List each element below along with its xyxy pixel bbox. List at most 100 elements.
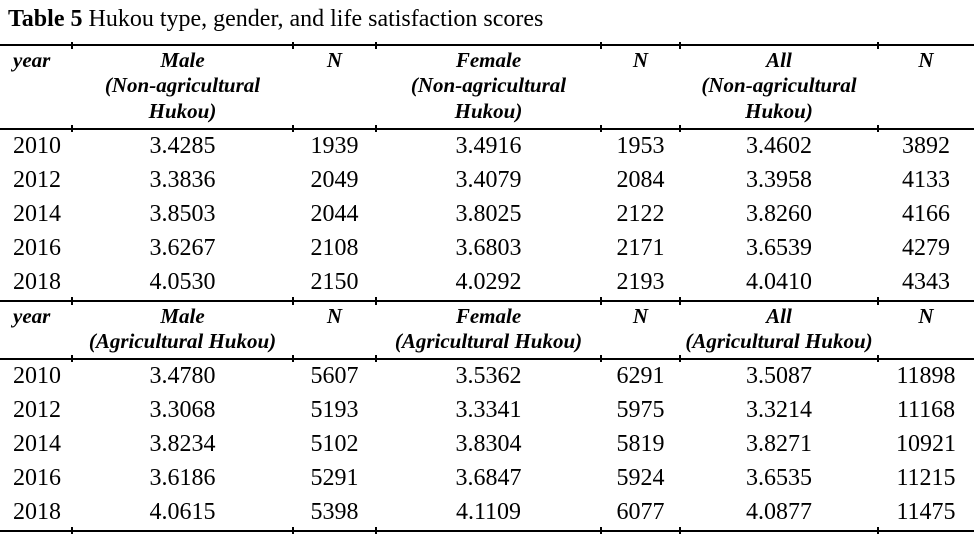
value-cell: 3892 bbox=[902, 133, 950, 160]
value-cell: 11898 bbox=[896, 363, 956, 390]
value-cell: 3.4285 bbox=[149, 133, 216, 160]
year-cell: 2010 bbox=[13, 133, 61, 160]
hukou-table-body: year Male (Non-agricultural Hukou) N Female… bbox=[0, 40, 974, 534]
value-cell: 2084 bbox=[616, 167, 665, 194]
table-caption: Table 5 Hukou type, gender, and life sat… bbox=[0, 5, 974, 44]
value-cell: 4.0615 bbox=[71, 496, 293, 534]
value-cell: 4.0292 bbox=[375, 266, 601, 304]
hukou-life-satisfaction-table: year Male (Non-agricultural Hukou) N Female… bbox=[0, 40, 974, 534]
column-header: N bbox=[292, 296, 376, 362]
value-cell: 5607 bbox=[310, 363, 359, 390]
table-row: 2012 3.3068 5193 3.3341 5975 3.3214 11168 bbox=[0, 394, 974, 428]
value-cell: 5819 bbox=[616, 431, 665, 458]
column-header: N bbox=[877, 40, 974, 131]
table-row: 2012 3.3836 2049 3.4079 2084 3.3958 4133 bbox=[0, 164, 974, 198]
value-cell: 11215 bbox=[896, 465, 956, 492]
year-column-header: year bbox=[13, 47, 51, 72]
value-cell: 4.0410 bbox=[679, 266, 878, 304]
table-caption-text: Hukou type, gender, and life satisfactio… bbox=[82, 6, 544, 32]
year-column-header: year bbox=[13, 303, 51, 328]
table-row: 2018 4.0615 5398 4.1109 6077 4.0877 11475 bbox=[0, 496, 974, 534]
value-cell: 3.3214 bbox=[746, 397, 812, 424]
value-cell: 3.8260 bbox=[746, 201, 812, 228]
value-cell: 4.0530 bbox=[71, 266, 293, 304]
year-cell: 2010 bbox=[13, 363, 61, 390]
table-row: 2014 3.8234 5102 3.8304 5819 3.8271 10921 bbox=[0, 428, 974, 462]
year-cell: 2014 bbox=[13, 201, 61, 228]
value-cell: 3.6803 bbox=[455, 235, 522, 262]
value-cell: 4166 bbox=[902, 201, 950, 228]
value-cell: 3.3958 bbox=[746, 167, 812, 194]
value-cell: 1939 bbox=[310, 133, 359, 160]
value-cell: 3.3068 bbox=[149, 397, 216, 424]
table-row: 2014 3.8503 2044 3.8025 2122 3.8260 4166 bbox=[0, 198, 974, 232]
column-header: Female (Non-agricultural Hukou) bbox=[375, 40, 601, 131]
value-cell: 4.0877 bbox=[679, 496, 878, 534]
value-cell: 4.1109 bbox=[375, 496, 601, 534]
value-cell: 5398 bbox=[292, 496, 376, 534]
value-cell: 5102 bbox=[310, 431, 359, 458]
value-cell: 2171 bbox=[616, 235, 665, 262]
value-cell: 6291 bbox=[616, 363, 665, 390]
year-cell: 2016 bbox=[13, 465, 61, 492]
value-cell: 1953 bbox=[616, 133, 665, 160]
value-cell: 3.8304 bbox=[455, 431, 522, 458]
year-cell: 2014 bbox=[13, 431, 61, 458]
column-header: N bbox=[600, 40, 680, 131]
table-row: 2018 4.0530 2150 4.0292 2193 4.0410 4343 bbox=[0, 266, 974, 304]
header-row: year Male (Agricultural Hukou) N Female (Ag… bbox=[0, 296, 974, 362]
column-header: All (Non-agricultural Hukou) bbox=[679, 40, 878, 131]
column-header: N bbox=[877, 296, 974, 362]
value-cell: 4279 bbox=[902, 235, 950, 262]
value-cell: 10921 bbox=[896, 431, 956, 458]
value-cell: 3.4916 bbox=[455, 133, 522, 160]
year-cell: 2018 bbox=[13, 269, 61, 296]
value-cell: 2150 bbox=[292, 266, 376, 304]
value-cell: 2122 bbox=[616, 201, 665, 228]
value-cell: 4343 bbox=[877, 266, 974, 304]
value-cell: 11475 bbox=[877, 496, 974, 534]
column-header: All (Agricultural Hukou) bbox=[679, 296, 878, 362]
value-cell: 3.8234 bbox=[149, 431, 216, 458]
value-cell: 4133 bbox=[902, 167, 950, 194]
value-cell: 2108 bbox=[310, 235, 359, 262]
value-cell: 5924 bbox=[616, 465, 665, 492]
header-row: year Male (Non-agricultural Hukou) N Female… bbox=[0, 40, 974, 131]
column-header: N bbox=[292, 40, 376, 131]
year-cell: 2018 bbox=[13, 499, 61, 526]
value-cell: 5193 bbox=[310, 397, 359, 424]
value-cell: 2044 bbox=[310, 201, 359, 228]
year-cell: 2012 bbox=[13, 167, 61, 194]
value-cell: 3.4602 bbox=[746, 133, 812, 160]
value-cell: 3.8503 bbox=[149, 201, 216, 228]
value-cell: 3.6267 bbox=[149, 235, 216, 262]
table-row: 2010 3.4285 1939 3.4916 1953 3.4602 3892 bbox=[0, 129, 974, 164]
value-cell: 3.6535 bbox=[746, 465, 812, 492]
value-cell: 3.3836 bbox=[149, 167, 216, 194]
value-cell: 5975 bbox=[616, 397, 665, 424]
table-row: 2016 3.6267 2108 3.6803 2171 3.6539 4279 bbox=[0, 232, 974, 266]
table-row: 2016 3.6186 5291 3.6847 5924 3.6535 11215 bbox=[0, 462, 974, 496]
value-cell: 11168 bbox=[896, 397, 956, 424]
value-cell: 3.8271 bbox=[746, 431, 812, 458]
value-cell: 3.4079 bbox=[455, 167, 522, 194]
value-cell: 2193 bbox=[600, 266, 680, 304]
value-cell: 5291 bbox=[310, 465, 359, 492]
column-header: Female (Agricultural Hukou) bbox=[375, 296, 601, 362]
value-cell: 3.3341 bbox=[455, 397, 522, 424]
column-header: Male (Non-agricultural Hukou) bbox=[71, 40, 293, 131]
column-header: Male (Agricultural Hukou) bbox=[71, 296, 293, 362]
value-cell: 3.5087 bbox=[746, 363, 812, 390]
value-cell: 3.6847 bbox=[455, 465, 522, 492]
value-cell: 3.4780 bbox=[149, 363, 216, 390]
value-cell: 2049 bbox=[310, 167, 359, 194]
table-caption-label: Table 5 bbox=[8, 6, 83, 32]
value-cell: 3.6539 bbox=[746, 235, 812, 262]
year-cell: 2016 bbox=[13, 235, 61, 262]
value-cell: 6077 bbox=[600, 496, 680, 534]
value-cell: 3.6186 bbox=[149, 465, 216, 492]
value-cell: 3.5362 bbox=[455, 363, 522, 390]
value-cell: 3.8025 bbox=[455, 201, 522, 228]
column-header: N bbox=[600, 296, 680, 362]
